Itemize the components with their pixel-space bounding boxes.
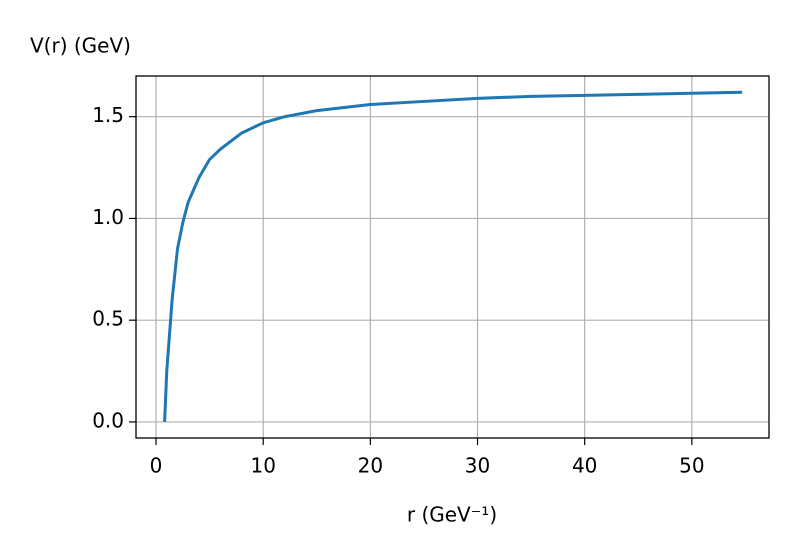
x-axis-label: r (GeV⁻¹) [407, 503, 497, 527]
x-tick-label: 30 [465, 454, 490, 478]
y-tick-label: 0.0 [92, 408, 124, 432]
y-tick-label: 1.0 [92, 205, 124, 229]
line-series [163, 90, 743, 422]
axes-frame [135, 75, 770, 439]
x-tick-label: 10 [250, 454, 275, 478]
y-tick-label: 0.5 [92, 307, 124, 331]
y-axis-label: V(r) (GeV) [30, 34, 131, 58]
x-tick-label: 0 [150, 454, 163, 478]
plot-area: 0 10 20 30 40 50 0.0 0.5 1.0 1.5 [92, 75, 770, 478]
x-tick-label: 50 [679, 454, 704, 478]
x-tick-label: 40 [572, 454, 597, 478]
y-tick-label: 1.5 [92, 103, 124, 127]
x-tick-label: 20 [358, 454, 383, 478]
